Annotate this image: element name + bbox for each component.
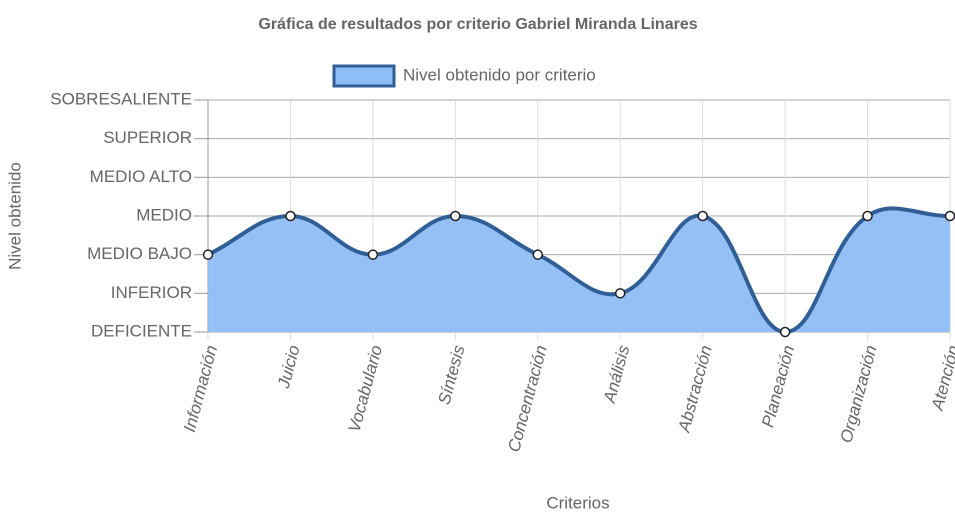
point bbox=[614, 288, 626, 299]
x-tick-label: Información bbox=[180, 343, 221, 434]
point bbox=[532, 249, 544, 260]
chart-title: Gráfica de resultados por criterio Gabri… bbox=[258, 16, 697, 33]
y-tick-label: MEDIO BAJO bbox=[87, 244, 192, 263]
legend-label: Nivel obtenido por criterio bbox=[403, 65, 596, 84]
area bbox=[208, 208, 950, 332]
x-tick-label: Análisis bbox=[600, 343, 634, 406]
y-axis-title: Nivel obtenido bbox=[5, 162, 24, 270]
x-tick-label: Juicio bbox=[274, 343, 304, 391]
plot-area bbox=[207, 206, 951, 335]
x-tick-label: Síntesis bbox=[435, 343, 469, 407]
legend-swatch bbox=[332, 64, 396, 88]
y-tick-label: DEFICIENTE bbox=[91, 321, 192, 340]
x-tick-label: Concentración bbox=[504, 343, 551, 454]
x-tick-label: Abstracción bbox=[674, 343, 716, 435]
point bbox=[944, 210, 955, 222]
point bbox=[202, 249, 214, 260]
point bbox=[285, 210, 296, 222]
point bbox=[367, 249, 379, 260]
y-tick-label: INFERIOR bbox=[111, 283, 192, 302]
x-tick-label: Organización bbox=[836, 343, 880, 445]
x-tick-label: Atención bbox=[927, 343, 955, 413]
line bbox=[207, 206, 951, 335]
y-tick-label: MEDIO bbox=[136, 205, 192, 224]
y-tick-label: SUPERIOR bbox=[103, 128, 192, 147]
point bbox=[862, 210, 873, 222]
x-tick-label: Planeación bbox=[758, 343, 798, 429]
point bbox=[779, 326, 791, 338]
x-tick-label: Vocabulario bbox=[345, 343, 386, 434]
y-tick-label: SOBRESALIENTE bbox=[50, 89, 192, 108]
y-tick-label: MEDIO ALTO bbox=[90, 167, 192, 186]
point bbox=[450, 210, 461, 222]
x-axis-title: Criterios bbox=[546, 493, 609, 512]
point bbox=[697, 210, 708, 222]
